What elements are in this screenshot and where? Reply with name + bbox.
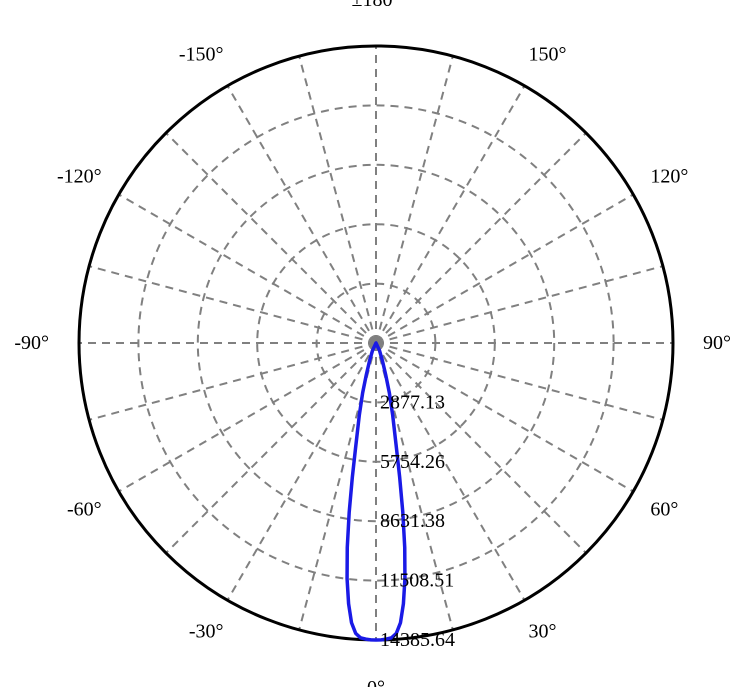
- svg-text:60°: 60°: [650, 499, 678, 521]
- svg-text:5754.26: 5754.26: [380, 451, 445, 473]
- svg-text:14385.64: 14385.64: [380, 629, 455, 651]
- svg-text:±180°: ±180°: [352, 0, 401, 11]
- svg-text:-60°: -60°: [67, 499, 102, 521]
- svg-text:11508.51: 11508.51: [380, 570, 454, 592]
- svg-text:-90°: -90°: [14, 332, 49, 354]
- svg-text:8631.38: 8631.38: [380, 510, 445, 532]
- svg-text:120°: 120°: [650, 166, 688, 188]
- svg-text:0°: 0°: [367, 677, 385, 687]
- svg-text:150°: 150°: [529, 44, 567, 66]
- svg-text:-150°: -150°: [179, 44, 224, 66]
- polar-chart-svg: ±180° 150° 120° 90° 60° 30° 0° -30° -60° -90° -120…: [0, 0, 753, 687]
- polar-chart: ±180° 150° 120° 90° 60° 30° 0° -30° -60° -90° -120…: [0, 0, 753, 687]
- svg-text:30°: 30°: [529, 620, 557, 642]
- svg-text:2877.13: 2877.13: [380, 391, 445, 413]
- svg-text:-30°: -30°: [189, 620, 224, 642]
- svg-text:90°: 90°: [703, 332, 731, 354]
- svg-text:-120°: -120°: [57, 166, 102, 188]
